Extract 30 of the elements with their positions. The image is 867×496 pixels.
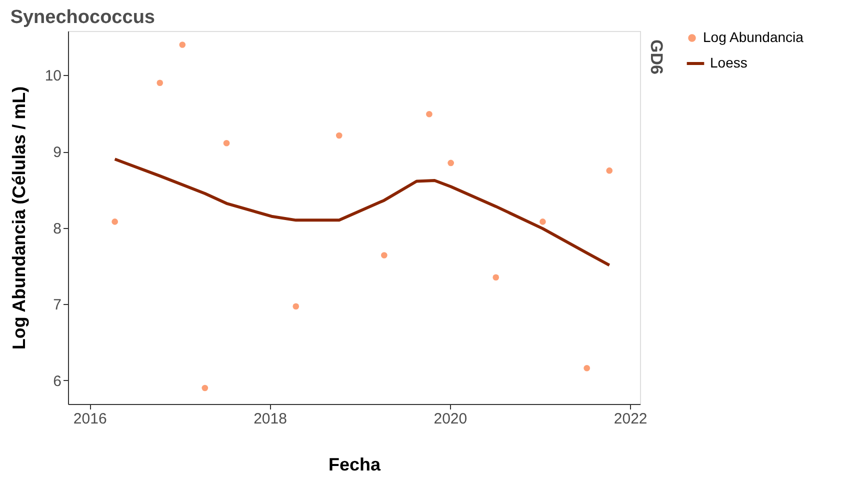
x-tick-label: 2020 (434, 410, 468, 428)
point (202, 384, 208, 392)
text: GD6 (647, 40, 666, 74)
y-tick-label: 6 (53, 372, 62, 390)
x-tick-label: 2022 (614, 410, 648, 428)
legend-label: Log Abundancia (703, 29, 804, 45)
point (223, 140, 230, 146)
point (292, 303, 300, 310)
x-axis-title: Fecha (328, 454, 382, 474)
point (179, 42, 186, 48)
point (112, 218, 118, 225)
line-series (113, 158, 611, 267)
point (606, 167, 613, 174)
point (584, 364, 590, 372)
chart-title: Synechococcus (10, 7, 155, 28)
x-tick-label: 2016 (73, 410, 107, 428)
point (448, 160, 454, 166)
y-tick-label: 7 (53, 296, 62, 314)
legend-label: Loess (710, 54, 748, 70)
point (426, 110, 432, 118)
y-axis-title: Log Abundancia (Células / mL) (8, 86, 29, 350)
point (492, 274, 500, 281)
point (540, 218, 546, 225)
point (336, 132, 342, 139)
x-tick-label: 2018 (254, 410, 287, 428)
y-tick-label: 8 (53, 220, 62, 238)
y-tick-label: 9 (53, 144, 62, 162)
point (381, 252, 388, 258)
y-tick-label: 10 (44, 68, 62, 85)
point (156, 80, 164, 86)
